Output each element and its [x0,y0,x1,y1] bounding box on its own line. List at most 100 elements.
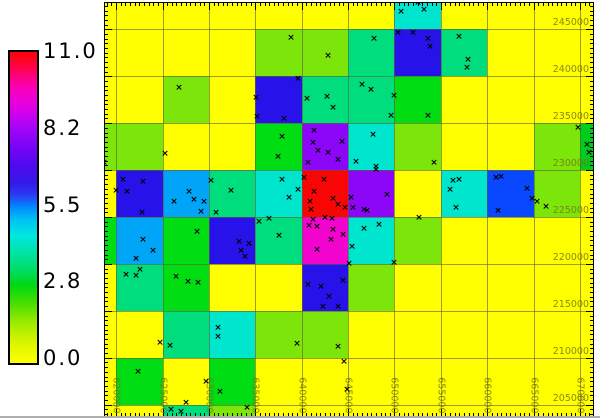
sample-marker: × [172,272,180,283]
axis-tick [222,413,224,416]
axis-tick [241,3,243,6]
axis-tick [105,221,108,223]
sample-marker: × [309,215,317,226]
grid-cell [394,29,441,77]
grid-cell [348,263,395,311]
axis-tick [590,43,593,45]
axis-tick [590,376,593,378]
sample-marker: × [252,93,260,104]
grid-cell [255,170,302,217]
grid-cell [533,263,580,311]
grid-cell [348,123,395,171]
sample-marker: × [321,213,329,224]
grid-cell [105,310,117,358]
axis-tick [292,3,294,6]
axis-tick [143,3,145,6]
axis-tick [315,3,317,6]
axis-tick [417,3,419,6]
axis-tick [264,413,266,416]
axis-tick [338,413,340,416]
axis-tick [269,3,271,6]
sample-marker: × [190,195,198,206]
grid-cell [301,170,349,217]
grid-cell [440,357,488,405]
axis-tick [273,3,275,6]
grid-line-horizontal [105,310,593,312]
grid-cell [487,357,534,405]
grid-cell [116,170,163,217]
sample-marker: × [317,282,325,293]
grid-cell [533,404,580,416]
axis-tick [590,231,593,233]
sample-marker: × [334,302,342,313]
axis-tick [586,357,593,359]
axis-tick [590,90,593,92]
axis-tick [590,339,593,341]
axis-tick [105,385,108,387]
axis-tick [590,5,593,7]
sample-marker: × [119,175,127,186]
sample-marker: × [409,28,417,39]
axis-tick [491,3,493,6]
axis-tick [105,306,108,308]
axis-tick [590,19,593,21]
grid-cell [580,263,593,311]
sample-marker: × [212,208,220,219]
axis-tick [167,413,169,416]
y-axis-tick-label: 210000 [552,345,589,357]
axis-tick [528,413,530,416]
axis-tick [436,413,438,416]
sample-marker: × [334,200,342,211]
axis-tick [590,24,593,26]
sample-marker: × [313,245,321,256]
grid-cell [487,310,534,358]
grid-cell [440,3,488,30]
axis-tick [450,3,452,6]
grid-cell [105,170,117,217]
plot-area: 245000 240000 235000 230000 225000 220000 2150… [104,2,594,417]
sample-marker: × [325,292,333,303]
grid-cell [580,404,593,416]
sample-marker: × [278,175,286,186]
axis-tick [586,310,593,312]
sample-marker: × [184,277,192,288]
grid-cell [208,3,256,30]
grid-cell [487,404,534,416]
axis-tick [590,207,593,209]
axis-tick [468,3,470,6]
axis-tick [519,3,521,6]
grid-cell [348,76,395,124]
axis-tick [162,3,164,10]
axis-tick [590,268,593,270]
axis-tick [171,3,173,6]
axis-tick [125,3,127,6]
axis-tick [139,413,141,416]
axis-tick [105,263,112,265]
axis-tick [454,3,456,6]
axis-tick [324,3,326,6]
grid-cell [394,263,441,311]
axis-tick [259,3,261,6]
sample-marker: × [285,193,293,204]
axis-tick [590,395,593,397]
sample-marker: × [334,342,342,353]
axis-tick [590,343,593,345]
sample-marker: × [287,33,295,44]
axis-tick [246,413,248,416]
grid-cell [301,76,349,124]
axis-tick [590,155,593,157]
axis-tick [250,413,252,416]
sample-marker: × [347,193,355,204]
sample-marker: × [334,155,342,166]
sample-marker: × [348,242,356,253]
grid-cell [162,357,209,405]
axis-tick [105,160,108,162]
sample-marker: × [167,405,175,416]
grid-cell [105,357,117,405]
axis-tick [105,395,108,397]
axis-tick [570,413,572,416]
axis-tick [306,413,308,416]
grid-cell [116,310,163,358]
axis-tick [105,155,108,157]
